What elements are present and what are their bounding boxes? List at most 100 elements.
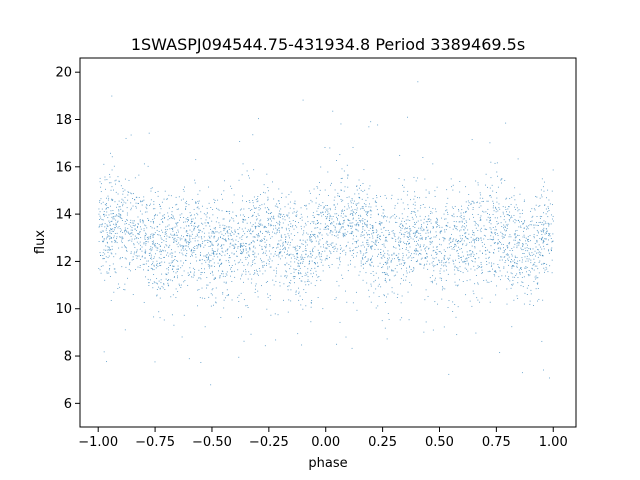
data-point xyxy=(177,275,178,277)
data-point xyxy=(501,232,503,234)
data-point xyxy=(343,221,345,223)
data-point xyxy=(273,215,275,217)
data-point xyxy=(189,239,191,241)
data-point xyxy=(305,224,307,226)
data-point xyxy=(165,241,167,242)
y-tick-label: 10 xyxy=(55,302,72,317)
data-point xyxy=(382,250,384,252)
data-point xyxy=(281,237,283,238)
data-point xyxy=(453,248,455,250)
data-point xyxy=(300,207,302,209)
data-point xyxy=(209,260,211,262)
data-point xyxy=(339,256,341,258)
data-point xyxy=(135,252,137,254)
data-point xyxy=(126,220,128,221)
data-point xyxy=(365,256,367,258)
data-point xyxy=(231,265,233,266)
data-point xyxy=(225,282,227,284)
data-point xyxy=(452,241,454,242)
data-point xyxy=(498,222,500,224)
data-point xyxy=(124,221,126,222)
data-point xyxy=(181,245,183,247)
data-point xyxy=(248,254,250,256)
data-point xyxy=(186,203,188,205)
data-point xyxy=(138,197,140,198)
data-point xyxy=(415,230,417,232)
data-point xyxy=(453,238,455,240)
data-point xyxy=(326,257,328,259)
data-point xyxy=(142,219,144,221)
data-point xyxy=(169,228,171,230)
data-point xyxy=(288,228,290,230)
data-point xyxy=(121,238,123,240)
data-point xyxy=(345,290,346,292)
data-point xyxy=(264,238,265,240)
data-point xyxy=(489,217,491,219)
data-point xyxy=(473,232,475,234)
data-point xyxy=(360,235,362,237)
data-point xyxy=(536,229,538,231)
data-point xyxy=(242,163,244,165)
data-point xyxy=(220,236,221,238)
data-point xyxy=(213,237,215,239)
data-point xyxy=(342,209,343,211)
data-point xyxy=(493,274,495,275)
data-point xyxy=(506,211,508,213)
data-point xyxy=(542,255,544,257)
data-point xyxy=(412,203,414,205)
data-point xyxy=(331,223,333,225)
data-point xyxy=(280,235,282,237)
data-point xyxy=(387,273,388,275)
data-point xyxy=(439,232,441,234)
data-point xyxy=(139,220,141,222)
data-point xyxy=(497,234,499,236)
data-point xyxy=(526,247,528,249)
data-point xyxy=(477,214,479,215)
data-point xyxy=(114,233,116,234)
data-point xyxy=(275,251,277,253)
data-point xyxy=(456,267,458,269)
data-point xyxy=(524,236,526,238)
data-point xyxy=(508,206,510,207)
data-point xyxy=(175,288,177,290)
data-point xyxy=(166,245,168,247)
data-point xyxy=(186,235,188,237)
data-point xyxy=(211,242,213,244)
data-point xyxy=(511,255,513,257)
data-point xyxy=(332,246,334,248)
data-point xyxy=(153,217,155,219)
data-point xyxy=(190,241,192,243)
data-point xyxy=(511,217,513,218)
data-point xyxy=(342,217,344,218)
data-point xyxy=(499,247,501,249)
data-point xyxy=(153,242,155,244)
data-point xyxy=(118,209,120,211)
data-point xyxy=(281,227,283,229)
data-point xyxy=(524,267,526,269)
data-point xyxy=(182,247,184,249)
data-point xyxy=(342,278,344,279)
data-point xyxy=(501,235,503,237)
data-point xyxy=(306,239,308,241)
data-point xyxy=(206,287,208,289)
data-point xyxy=(139,265,141,266)
data-point xyxy=(246,243,248,245)
data-point xyxy=(232,240,234,242)
data-point xyxy=(449,254,451,256)
data-point xyxy=(320,212,322,214)
data-point xyxy=(168,279,170,281)
data-point xyxy=(347,186,349,188)
data-point xyxy=(185,218,187,220)
data-point xyxy=(397,238,399,240)
data-point xyxy=(175,196,177,198)
data-point xyxy=(419,263,420,265)
data-point xyxy=(217,248,219,250)
data-point xyxy=(381,222,383,224)
data-point xyxy=(404,243,406,244)
data-point xyxy=(233,245,235,247)
data-point xyxy=(130,207,132,209)
data-point xyxy=(224,297,226,299)
data-point xyxy=(484,250,486,252)
data-point xyxy=(250,282,252,284)
data-point xyxy=(132,259,134,260)
